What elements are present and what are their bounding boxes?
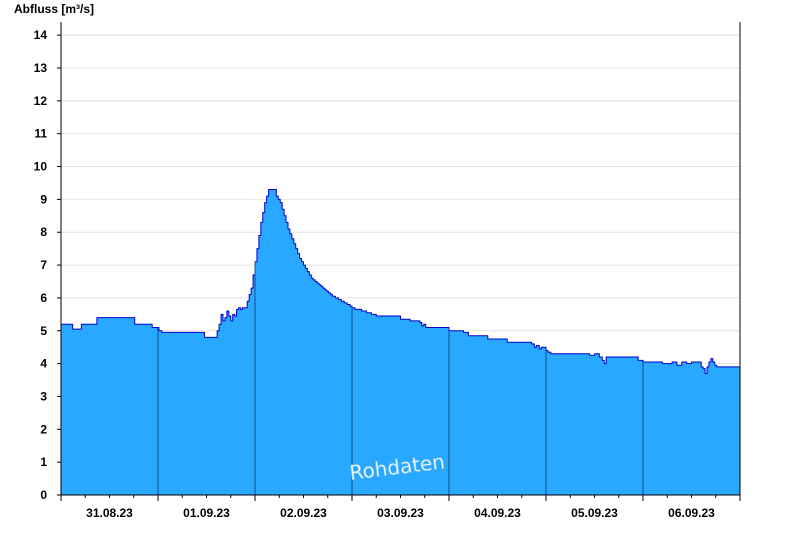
y-tick-label-4: 4 bbox=[40, 357, 47, 371]
y-tick-label-11: 11 bbox=[34, 127, 47, 141]
y-tick-label-13: 13 bbox=[34, 61, 48, 75]
y-tick-label-7: 7 bbox=[40, 258, 47, 272]
x-tick-label-0: 31.08.23 bbox=[86, 506, 133, 520]
discharge-area bbox=[60, 189, 741, 496]
y-tick-label-3: 3 bbox=[40, 389, 47, 403]
y-tick-label-12: 12 bbox=[34, 94, 48, 108]
x-tick-label-6: 06.09.23 bbox=[668, 506, 715, 520]
x-tick-labels: 31.08.23 01.09.23 02.09.23 03.09.23 04.09.23… bbox=[86, 506, 715, 520]
x-tick-label-5: 05.09.23 bbox=[571, 506, 618, 520]
y-tick-label-8: 8 bbox=[40, 225, 47, 239]
x-tick-label-3: 03.09.23 bbox=[377, 506, 424, 520]
x-tick-label-4: 04.09.23 bbox=[474, 506, 521, 520]
axes bbox=[57, 22, 741, 501]
y-tick-label-2: 2 bbox=[40, 422, 47, 436]
y-tick-label-6: 6 bbox=[40, 291, 47, 305]
y-tick-label-9: 9 bbox=[40, 192, 47, 206]
y-tick-label-1: 1 bbox=[40, 455, 47, 469]
y-tick-label-0: 0 bbox=[40, 488, 47, 502]
day-dividers bbox=[157, 261, 644, 495]
y-tick-label-10: 10 bbox=[34, 160, 48, 174]
area-series bbox=[60, 189, 741, 496]
x-tick-label-1: 01.09.23 bbox=[183, 506, 230, 520]
y-tick-label-5: 5 bbox=[40, 324, 47, 338]
y-tick-label-14: 14 bbox=[34, 28, 48, 42]
x-tick-label-2: 02.09.23 bbox=[280, 506, 327, 520]
y-axis-title: Abfluss [m³/s] bbox=[14, 2, 94, 16]
